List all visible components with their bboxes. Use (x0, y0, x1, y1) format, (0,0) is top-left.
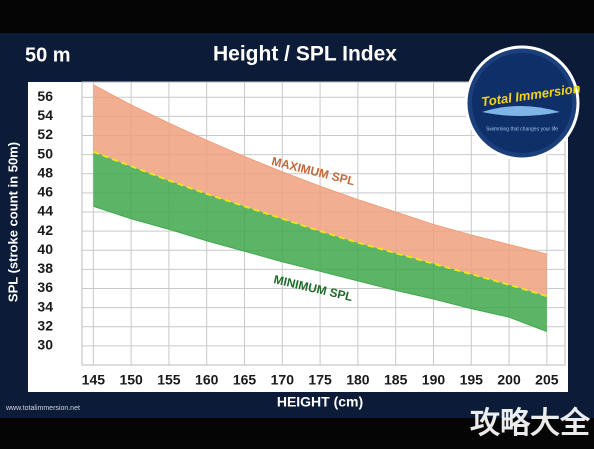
x-tick-label: 185 (384, 372, 408, 388)
y-tick-label: 56 (37, 88, 53, 104)
y-tick-label: 32 (37, 317, 53, 333)
y-tick-label: 38 (37, 260, 53, 276)
y-tick-label: 42 (37, 222, 53, 238)
x-tick-label: 180 (346, 372, 370, 388)
logo: Total Immersion Swimming that changes yo… (464, 45, 581, 161)
y-tick-label: 30 (37, 337, 53, 353)
x-tick-label: 200 (497, 372, 521, 388)
y-tick-label: 34 (37, 298, 53, 314)
boundary-line (93, 84, 547, 255)
corner-label: 50 m (25, 44, 71, 66)
y-tick-label: 46 (37, 184, 53, 200)
y-tick-label: 52 (37, 126, 53, 142)
y-axis-label: SPL (stroke count in 50m) (5, 142, 20, 302)
band-fill (93, 84, 547, 297)
logo-swimmer (482, 106, 560, 116)
x-tick-label: 190 (422, 372, 446, 388)
x-tick-label: 175 (308, 372, 332, 388)
x-tick-label: 165 (233, 372, 257, 388)
x-tick-label: 195 (460, 372, 484, 388)
band-fill (93, 151, 547, 332)
logo-tagline: Swimming that changes your life (486, 126, 558, 132)
x-tick-label: 150 (119, 372, 143, 388)
watermark: 攻略大全 (470, 406, 591, 440)
y-tick-label: 54 (37, 107, 53, 123)
y-tick-label: 44 (37, 203, 53, 219)
source: www.totalimmersion.net (5, 405, 80, 412)
x-tick-label: 155 (157, 372, 181, 388)
x-tick-label: 170 (271, 372, 295, 388)
chart-title: Height / SPL Index (213, 43, 397, 66)
x-tick-label: 205 (535, 372, 559, 388)
y-tick-label: 36 (37, 279, 53, 295)
plot-frame (81, 81, 566, 366)
x-axis-label: HEIGHT (cm) (277, 394, 363, 410)
y-tick-label: 50 (37, 145, 53, 161)
x-tick-label: 160 (195, 372, 219, 388)
y-tick-label: 48 (37, 164, 53, 180)
middle-line (92, 150, 548, 298)
x-tick-label: 145 (82, 372, 106, 388)
y-tick-label: 40 (37, 241, 53, 257)
logo-inner (472, 53, 572, 153)
boundary-line (93, 205, 548, 333)
